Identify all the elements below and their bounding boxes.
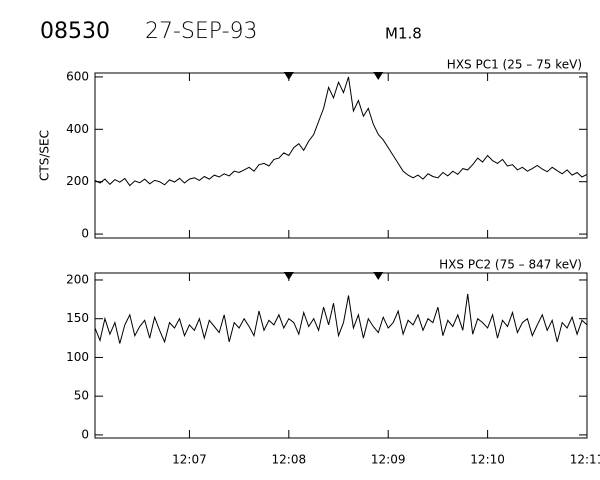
- series-label: HXS PC2 (75 – 847 keV): [439, 258, 582, 272]
- y-tick-label: 200: [66, 174, 89, 188]
- time-marker: [373, 272, 384, 280]
- x-tick-label: 12:10: [470, 453, 505, 467]
- x-tick-label: 12:07: [172, 453, 207, 467]
- y-tick-label: 50: [74, 389, 89, 403]
- x-tick-label: 12:08: [272, 453, 307, 467]
- plot-frame: [94, 272, 588, 439]
- x-tick-label: 12:11: [570, 453, 600, 467]
- y-tick-label: 150: [66, 311, 89, 325]
- y-tick-label: 0: [81, 427, 89, 441]
- series-label: HXS PC1 (25 – 75 keV): [447, 58, 582, 72]
- time-marker: [283, 272, 294, 280]
- y-axis-label: CTS/SEC: [38, 130, 52, 181]
- y-tick-label: 600: [66, 69, 89, 83]
- y-tick-label: 200: [66, 272, 89, 286]
- data-line: [94, 293, 588, 344]
- flare-class: M1.8: [385, 25, 422, 43]
- data-line: [94, 76, 588, 187]
- y-tick-label: 0: [81, 227, 89, 241]
- event-id: 08530: [40, 19, 110, 44]
- time-marker: [283, 72, 294, 80]
- plot-frame: [94, 72, 588, 239]
- y-tick-label: 400: [66, 122, 89, 136]
- x-tick-label: 12:09: [371, 453, 406, 467]
- time-marker: [373, 72, 384, 80]
- event-date: 27-SEP-93: [145, 19, 258, 44]
- y-tick-label: 100: [66, 350, 89, 364]
